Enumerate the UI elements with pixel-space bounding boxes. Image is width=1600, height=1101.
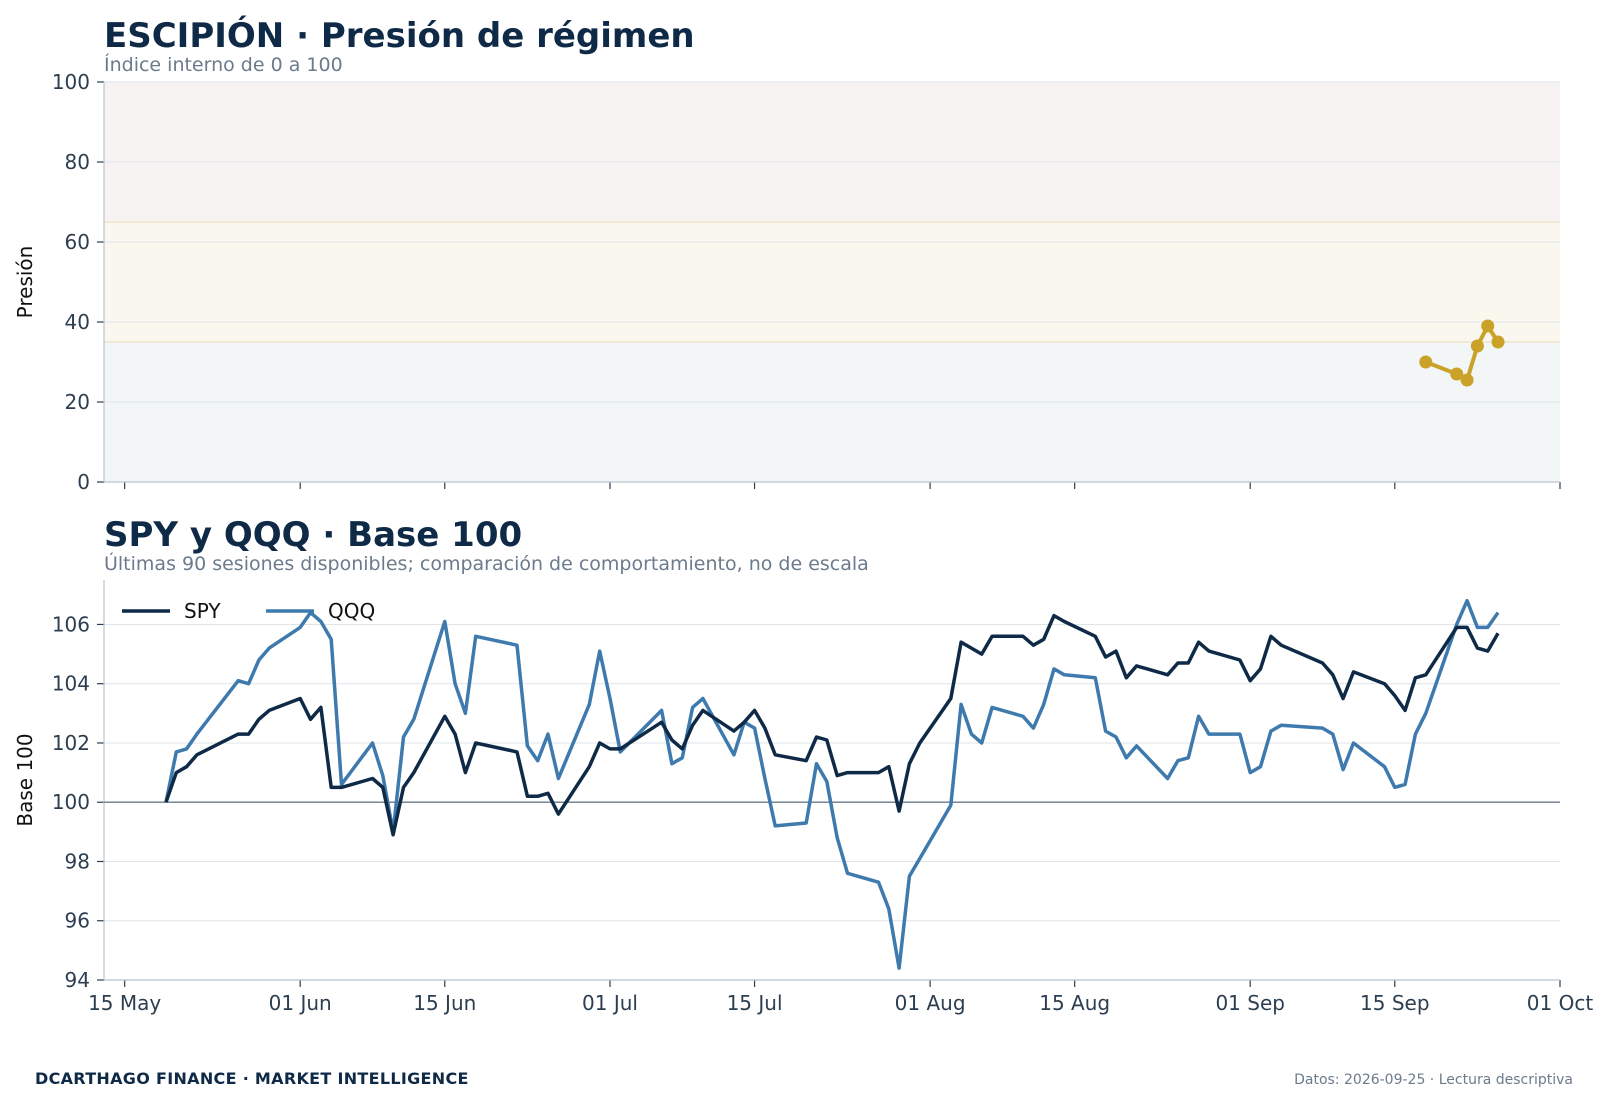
- price-y-tick-label: 102: [52, 731, 90, 755]
- series-line-spy: [164, 613, 1500, 837]
- series-line-qqq: [164, 598, 1500, 970]
- price-x-tick-label: 15 May: [88, 991, 161, 1015]
- pressure-zone: [104, 222, 1560, 342]
- pressure-zone: [104, 342, 1560, 482]
- pressure-series: [1419, 319, 1505, 387]
- price-x-tick-label: 01 Aug: [895, 991, 966, 1015]
- pressure-point: [1491, 335, 1505, 349]
- price-x-tick-label: 01 Oct: [1527, 991, 1594, 1015]
- price-panel: 94 96 98 100 102 104 106 15 May 01 Jun 15 Jun 01 …: [13, 515, 1593, 1015]
- pressure-zones: [104, 82, 1560, 482]
- price-y-ticks: 94 96 98 100 102 104 106: [52, 612, 104, 992]
- price-y-tick-label: 98: [65, 849, 90, 873]
- footer-brand: DCARTHAGO FINANCE · MARKET INTELLIGENCE: [35, 1069, 469, 1088]
- price-x-ticks: 15 May 01 Jun 15 Jun 01 Jul 15 Jul 01 Aug 15 A…: [88, 980, 1593, 1015]
- pressure-point: [1450, 367, 1464, 381]
- pressure-zone: [104, 82, 1560, 222]
- price-y-tick-label: 106: [52, 612, 90, 636]
- pressure-panel: 0 20 40 60 80 100 ESCIPIÓN · Presión de régim…: [13, 15, 1561, 494]
- price-y-label: Base 100: [13, 733, 37, 826]
- price-y-tick-label: 94: [65, 968, 90, 992]
- pressure-y-tick-label: 80: [65, 150, 90, 174]
- pressure-point: [1481, 319, 1495, 333]
- legend-spy-label: SPY: [184, 599, 221, 623]
- price-x-tick-label: 15 Aug: [1039, 991, 1110, 1015]
- pressure-point: [1470, 339, 1484, 353]
- price-x-tick-label: 15 Jul: [727, 991, 783, 1015]
- pressure-y-tick-label: 40: [65, 310, 90, 334]
- footer-note: Datos: 2026-09-25 · Lectura descriptiva: [1294, 1072, 1573, 1088]
- pressure-y-tick-label: 60: [65, 230, 90, 254]
- price-y-tick-label: 104: [52, 672, 90, 696]
- pressure-y-label: Presión: [13, 246, 37, 319]
- pressure-subtitle: Índice interno de 0 a 100: [104, 53, 343, 76]
- price-title: SPY y QQQ · Base 100: [104, 515, 522, 555]
- price-series: [164, 598, 1500, 970]
- pressure-title: ESCIPIÓN · Presión de régimen: [104, 15, 695, 56]
- price-x-tick-label: 01 Jul: [582, 991, 638, 1015]
- price-y-tick-label: 96: [65, 909, 90, 933]
- price-x-tick-label: 01 Sep: [1215, 991, 1285, 1015]
- price-x-tick-label: 15 Sep: [1360, 991, 1430, 1015]
- pressure-y-ticks: 0 20 40 60 80 100: [52, 70, 104, 494]
- price-x-tick-label: 01 Jun: [269, 991, 332, 1015]
- price-x-tick-label: 15 Jun: [413, 991, 476, 1015]
- legend-qqq-label: QQQ: [328, 599, 375, 623]
- pressure-x-ticks: [124, 482, 1561, 489]
- pressure-point: [1460, 373, 1474, 387]
- pressure-point: [1419, 355, 1433, 369]
- legend: SPY QQQ: [122, 599, 375, 623]
- pressure-y-tick-label: 100: [52, 70, 90, 94]
- price-subtitle: Últimas 90 sesiones disponibles; compara…: [104, 551, 869, 575]
- pressure-y-tick-label: 0: [77, 470, 90, 494]
- price-y-tick-label: 100: [52, 790, 90, 814]
- pressure-y-tick-label: 20: [65, 390, 90, 414]
